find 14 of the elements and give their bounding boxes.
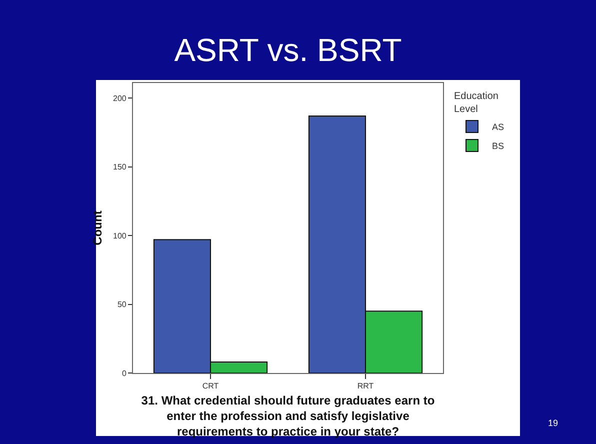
y-tick-label: 50 <box>117 300 127 310</box>
text: 19 <box>548 418 558 428</box>
y-tick-label: 200 <box>113 94 127 103</box>
y-tick-label: 100 <box>113 231 127 240</box>
y-tick-label: 150 <box>113 162 127 172</box>
y-axis-title: Count <box>90 210 104 246</box>
y-tick-label: 0 <box>122 368 127 378</box>
x-tick-label: CRT <box>202 382 219 391</box>
legend-label: AS <box>492 122 504 132</box>
x-tick-label: RRT <box>357 382 374 391</box>
chart-title: ASRT vs. BSRT <box>174 32 402 68</box>
x-axis-title: 31. What credential should future graduates earn to enter the profession and satisfy legislative requirements to practice in your state? <box>141 394 435 439</box>
legend-title: Education Level <box>454 91 498 115</box>
legend-label: BS <box>492 141 504 152</box>
